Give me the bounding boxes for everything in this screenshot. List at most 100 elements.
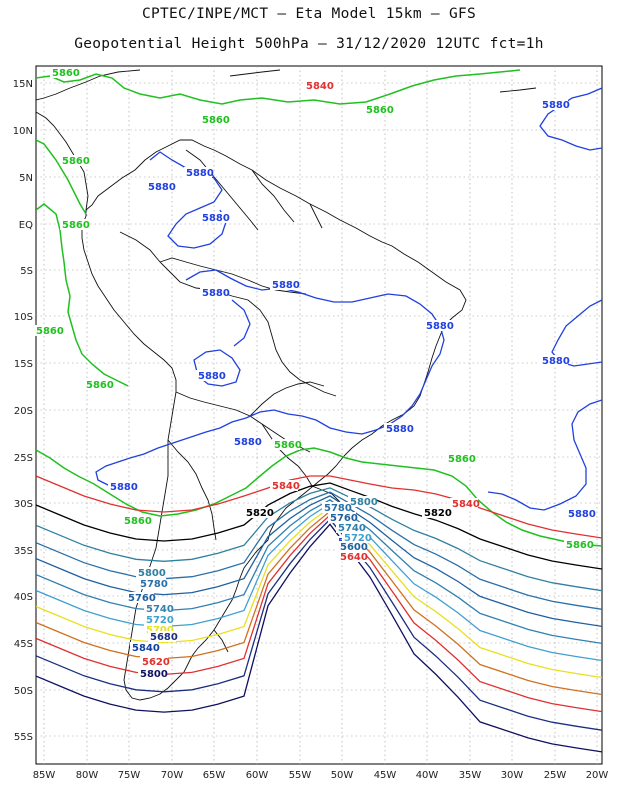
contour-label-bg xyxy=(270,279,298,290)
contour-label: 5680 xyxy=(150,632,178,643)
contour-label: 5820 xyxy=(246,508,274,519)
contour-label-bg xyxy=(60,219,88,230)
contour-label-bg xyxy=(184,167,212,178)
contour-label: 5800 xyxy=(138,568,166,579)
contour-label-bg xyxy=(564,539,592,550)
chart-subtitle: Geopotential Height 500hPa – 31/12/2020 … xyxy=(74,36,544,52)
contour-label-bg xyxy=(140,656,168,667)
contour-label: 5860 xyxy=(448,454,476,465)
contour-label: 5880 xyxy=(272,280,300,291)
lat-label: EQ xyxy=(19,220,33,231)
contour-label-bg xyxy=(200,287,228,298)
contour-label: 5860 xyxy=(52,68,80,79)
lon-label: 25W xyxy=(544,770,567,781)
contour-label-bg xyxy=(446,453,474,464)
contour-label-bg xyxy=(232,436,260,447)
lat-label: 15N xyxy=(13,79,33,90)
contour-label: 5860 xyxy=(124,516,152,527)
contour-label-bg xyxy=(540,355,568,366)
contour-label-bg xyxy=(138,668,166,679)
lon-label: 65W xyxy=(203,770,226,781)
contour-label-bg xyxy=(138,578,166,589)
contour-label: 5620 xyxy=(142,657,170,668)
contour-label: 5860 xyxy=(274,440,302,451)
contour-label: 5820 xyxy=(424,508,452,519)
contour-label: 5860 xyxy=(36,326,64,337)
lat-label: 35S xyxy=(14,546,33,557)
contour-label-bg xyxy=(144,624,172,635)
contour-label-bg xyxy=(144,603,172,614)
contour-label: 5780 xyxy=(324,503,352,514)
contour-label: 5600 xyxy=(340,542,368,553)
contour-label: 5840 xyxy=(132,643,160,654)
contour-label-bg xyxy=(196,370,224,381)
contour-label-bg xyxy=(424,320,452,331)
lon-label: 75W xyxy=(118,770,141,781)
contour-label-bg xyxy=(342,532,370,543)
contour-label: 5760 xyxy=(330,513,358,524)
contour-label-bg xyxy=(566,508,594,519)
contour-label-bg xyxy=(148,631,176,642)
contour-line-5820 xyxy=(36,482,602,570)
contour-label: 5800 xyxy=(350,497,378,508)
contour-label: 5880 xyxy=(542,356,570,367)
contour-label-bg xyxy=(108,481,136,492)
contour-label-bg xyxy=(144,614,172,625)
contour-line-5740 xyxy=(36,499,602,645)
contour-label: 5880 xyxy=(186,168,214,179)
contour-label-bg xyxy=(450,498,478,509)
contour-label: 5860 xyxy=(86,380,114,391)
contour-label-bg xyxy=(348,496,376,507)
contour-label-bg xyxy=(244,507,272,518)
contour-label: 5760 xyxy=(128,593,156,604)
contour-label-bg xyxy=(50,67,78,78)
contour-label: 5840 xyxy=(452,499,480,510)
lat-label: 25S xyxy=(14,453,33,464)
lon-label: 60W xyxy=(246,770,269,781)
contour-label: 5880 xyxy=(202,288,230,299)
contour-label: 5860 xyxy=(62,220,90,231)
lat-label: 10N xyxy=(13,126,33,137)
contour-label: 5880 xyxy=(198,371,226,382)
contour-label-bg xyxy=(364,104,392,115)
contour-label: 5860 xyxy=(566,540,594,551)
contour-label-bg xyxy=(34,325,62,336)
lon-label: 70W xyxy=(161,770,184,781)
contour-label: 5720 xyxy=(146,615,174,626)
contour-label: 5740 xyxy=(146,604,174,615)
contour-line-5840 xyxy=(36,475,602,539)
contour-label: 5880 xyxy=(568,509,596,520)
contour-label-bg xyxy=(540,99,568,110)
contour-label: 5880 xyxy=(386,424,414,435)
lon-label: 35W xyxy=(459,770,482,781)
lon-label: 55W xyxy=(289,770,312,781)
contour-label-bg xyxy=(136,567,164,578)
lon-label: 45W xyxy=(374,770,397,781)
contour-label-bg xyxy=(146,181,174,192)
lon-label: 30W xyxy=(501,770,524,781)
contour-label: 5860 xyxy=(366,105,394,116)
lat-label: 45S xyxy=(14,639,33,650)
lat-label: 15S xyxy=(14,359,33,370)
lon-label: 80W xyxy=(76,770,99,781)
contour-label: 5800 xyxy=(140,669,168,680)
lat-label: 30S xyxy=(14,499,33,510)
lat-label: 40S xyxy=(14,592,33,603)
contour-labels: 5860 5860 5860 5860 5860 5860 5860 5860 5860 5860… xyxy=(34,67,596,680)
contour-5860 xyxy=(36,69,602,547)
contour-label: 5880 xyxy=(426,321,454,332)
contour-label: 5840 xyxy=(306,81,334,92)
contour-label-bg xyxy=(60,155,88,166)
contour-line-5500 xyxy=(36,523,602,753)
contour-line-5800 xyxy=(36,487,602,592)
contour-label: 5640 xyxy=(340,552,368,563)
contour-label-bg xyxy=(122,515,150,526)
contour-label: 5720 xyxy=(344,533,372,544)
contour-label-bg xyxy=(272,439,300,450)
contour-label-bg xyxy=(200,212,228,223)
contour-label: 5880 xyxy=(234,437,262,448)
chart-title: CPTEC/INPE/MCT – Eta Model 15km – GFS xyxy=(141,6,477,22)
contour-label: 5700 xyxy=(146,625,174,636)
contour-label-bg xyxy=(126,592,154,603)
